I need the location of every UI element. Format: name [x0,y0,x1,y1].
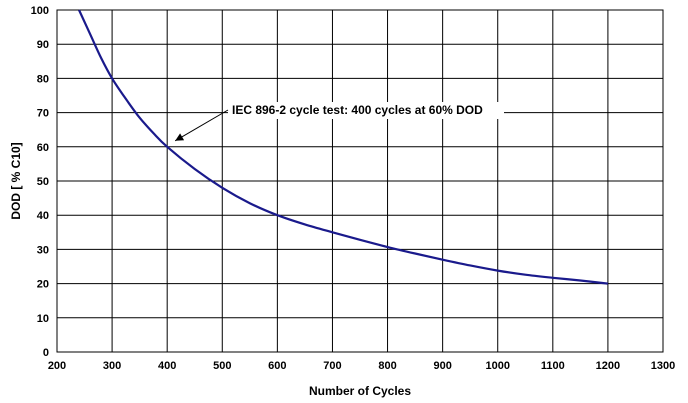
y-tick-label: 80 [37,73,49,85]
y-tick-label: 30 [37,244,49,256]
x-tick-label: 400 [158,360,176,372]
y-tick-label: 60 [37,142,49,154]
y-tick-label: 50 [37,176,49,188]
x-tick-label: 1100 [541,360,565,372]
annotation-background [228,102,504,119]
x-tick-label: 800 [378,360,396,372]
y-tick-label: 100 [31,5,49,17]
y-tick-label: 70 [37,108,49,120]
annotation-text: IEC 896-2 cycle test: 400 cycles at 60% … [232,103,483,117]
y-tick-label: 20 [37,279,49,291]
series-layer [78,9,609,285]
x-tick-label: 200 [48,360,66,372]
annotation-arrowhead [175,133,185,141]
x-tick-label: 300 [103,360,121,372]
grid [56,9,664,353]
plot-frame [56,9,664,353]
x-axis-title: Number of Cycles [309,384,411,398]
annotation-arrow-line [174,109,229,142]
x-tick-label: 700 [323,360,341,372]
y-tick-labels: 0 10 20 30 40 50 60 70 80 90 100 [31,5,49,359]
x-tick-label: 1300 [651,360,675,372]
y-tick-label: 10 [37,313,49,325]
y-tick-label: 40 [37,210,49,222]
y-tick-label: 90 [37,39,49,51]
x-tick-labels: 200 300 400 500 600 700 800 900 1000 1100 1200 1300 [48,360,675,372]
y-axis-title: DOD [ % C10] [9,142,23,219]
x-tick-label: 600 [268,360,286,372]
x-tick-label: 500 [213,360,231,372]
x-tick-label: 1200 [596,360,620,372]
x-tick-label: 1000 [485,360,509,372]
annotation-layer: IEC 896-2 cycle test: 400 cycles at 60% … [174,102,504,142]
x-tick-label: 900 [433,360,451,372]
series-line [78,9,609,285]
y-tick-label: 0 [43,347,49,359]
